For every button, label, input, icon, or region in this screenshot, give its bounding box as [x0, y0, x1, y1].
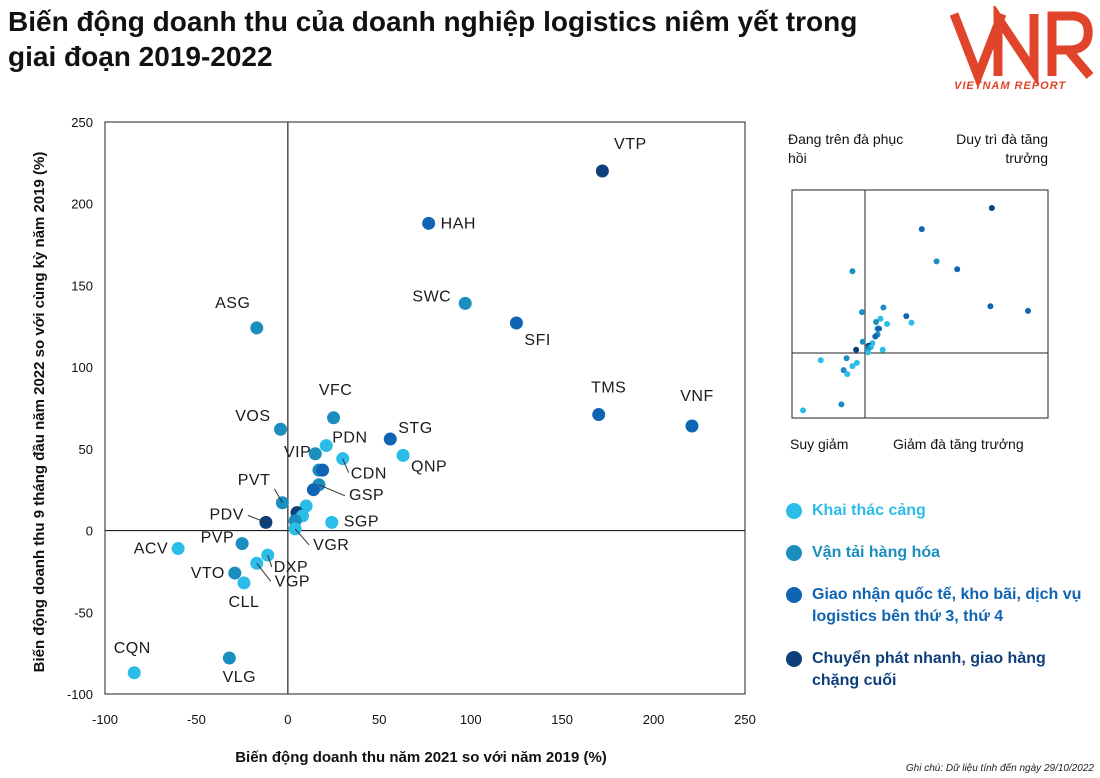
leader-line-vgp — [256, 562, 272, 582]
x-axis-label: Biến động doanh thu năm 2021 so với năm … — [235, 749, 607, 766]
data-label-asg: ASG — [215, 295, 250, 312]
data-label-qnp: QNP — [411, 458, 447, 475]
y-tick-label: 150 — [71, 278, 93, 293]
leader-line-cdn — [342, 458, 350, 473]
data-label-vgr: VGR — [313, 537, 349, 554]
data-point-unlabeled-15 — [316, 463, 330, 477]
x-tick-label: 200 — [643, 712, 665, 727]
data-label-tms: TMS — [591, 380, 626, 397]
footnote: Ghi chú: Dữ liệu tính đến ngày 29/10/202… — [905, 763, 1094, 774]
data-point-unlabeled-17 — [306, 483, 320, 497]
y-tick-label: 0 — [86, 524, 93, 539]
data-point-vfc — [327, 411, 341, 425]
legend-dot-express — [786, 651, 802, 667]
x-tick-label: 100 — [460, 712, 482, 727]
data-label-sgp: SGP — [344, 513, 379, 530]
legend-label-port: Khai thác cảng — [812, 502, 926, 519]
data-point-qnp — [396, 448, 410, 462]
data-label-vos: VOS — [235, 408, 270, 425]
chart-title: Biến động doanh thu của doanh nghiệp log… — [8, 6, 858, 72]
data-point-vto — [228, 566, 242, 580]
leader-line-pvt — [273, 488, 283, 504]
data-label-hah: HAH — [441, 215, 476, 232]
data-point-swc — [458, 296, 472, 310]
data-label-pvt: PVT — [238, 472, 271, 489]
legend-label-forwarding: Giao nhận quốc tế, kho bãi, dịch vụ logi… — [812, 586, 1082, 625]
quadrant-label-bottom-right: Giảm đà tăng trưởng — [893, 436, 1024, 452]
data-point-asg — [250, 321, 264, 335]
data-label-vto: VTO — [191, 565, 225, 582]
data-point-vip — [308, 447, 322, 461]
y-tick-label: 100 — [71, 360, 93, 375]
leader-line-vgr — [294, 528, 310, 546]
vnr-logo — [950, 6, 1094, 89]
data-label-acv: ACV — [134, 541, 168, 558]
data-point-vos — [274, 422, 288, 436]
data-label-gsp: GSP — [349, 487, 384, 504]
y-tick-label: 50 — [79, 442, 93, 457]
x-tick-label: 250 — [734, 712, 756, 727]
legend-item-freight: Vận tải hàng hóa — [786, 542, 1096, 564]
data-point-sfi — [509, 316, 523, 330]
legend-dot-freight — [786, 545, 802, 561]
y-tick-label: 200 — [71, 197, 93, 212]
data-label-vlg: VLG — [223, 669, 257, 686]
legend-label-freight: Vận tải hàng hóa — [812, 544, 941, 561]
data-label-pdv: PDV — [210, 506, 244, 523]
data-label-vtp: VTP — [614, 136, 647, 153]
data-label-cdn: CDN — [351, 466, 387, 483]
data-label-pdn: PDN — [332, 430, 367, 447]
data-point-cqn — [127, 666, 141, 680]
legend-dot-forwarding — [786, 587, 802, 603]
legend-dot-port — [786, 503, 802, 519]
x-tick-label: 0 — [284, 712, 291, 727]
data-point-vtp — [595, 164, 609, 178]
data-point-acv — [171, 542, 185, 556]
data-point-cll — [237, 576, 251, 590]
data-label-vnf: VNF — [680, 388, 714, 405]
legend-item-express: Chuyển phát nhanh, giao hàng chặng cuối — [786, 648, 1096, 692]
data-label-vfc: VFC — [319, 382, 353, 399]
data-label-cqn: CQN — [114, 640, 151, 657]
legend-item-forwarding: Giao nhận quốc tế, kho bãi, dịch vụ logi… — [786, 584, 1096, 628]
data-point-stg — [383, 432, 397, 446]
data-label-cll: CLL — [229, 594, 260, 611]
data-point-pdn — [319, 439, 333, 453]
data-label-swc: SWC — [412, 288, 451, 305]
leader-line-gsp — [318, 484, 346, 497]
data-point-pvp — [235, 537, 249, 551]
quadrant-label-top-right: Duy trì đà tăng trưởng — [956, 131, 1048, 166]
data-label-pvp: PVP — [201, 530, 235, 547]
data-point-vnf — [685, 419, 699, 433]
data-label-sfi: SFI — [524, 332, 550, 349]
data-point-vlg — [222, 651, 236, 665]
x-tick-label: 150 — [551, 712, 573, 727]
legend: Khai thác cảng Vận tải hàng hóa Giao nhậ… — [786, 500, 1096, 712]
y-tick-label: -50 — [74, 605, 93, 620]
data-point-sgp — [325, 515, 339, 529]
legend-label-express: Chuyển phát nhanh, giao hàng chặng cuối — [812, 650, 1046, 689]
data-point-unlabeled-19 — [299, 499, 313, 513]
logo-subtitle: VIETNAM REPORT — [954, 80, 1067, 92]
legend-item-port: Khai thác cảng — [786, 500, 1096, 522]
quadrant-label-bottom-left: Suy giảm — [790, 436, 849, 452]
data-point-tms — [592, 408, 606, 422]
x-tick-label: 50 — [372, 712, 386, 727]
leader-line-pdv — [247, 514, 267, 523]
data-label-dxp: DXP — [274, 559, 308, 576]
x-tick-label: -50 — [187, 712, 206, 727]
y-tick-label: 250 — [71, 115, 93, 130]
y-axis-label: Biến động doanh thu 9 tháng đầu năm 2022… — [31, 152, 48, 673]
leader-line-dxp — [267, 554, 273, 568]
data-label-stg: STG — [398, 420, 432, 437]
quadrant-label-top-left: Đang trên đà phục hồi — [788, 131, 904, 166]
y-tick-label: -100 — [67, 687, 93, 702]
x-tick-label: -100 — [92, 712, 118, 727]
plot-frame — [104, 121, 746, 695]
data-label-vip: VIP — [284, 444, 311, 461]
data-label-vgp: VGP — [275, 573, 310, 590]
data-point-hah — [422, 216, 436, 230]
